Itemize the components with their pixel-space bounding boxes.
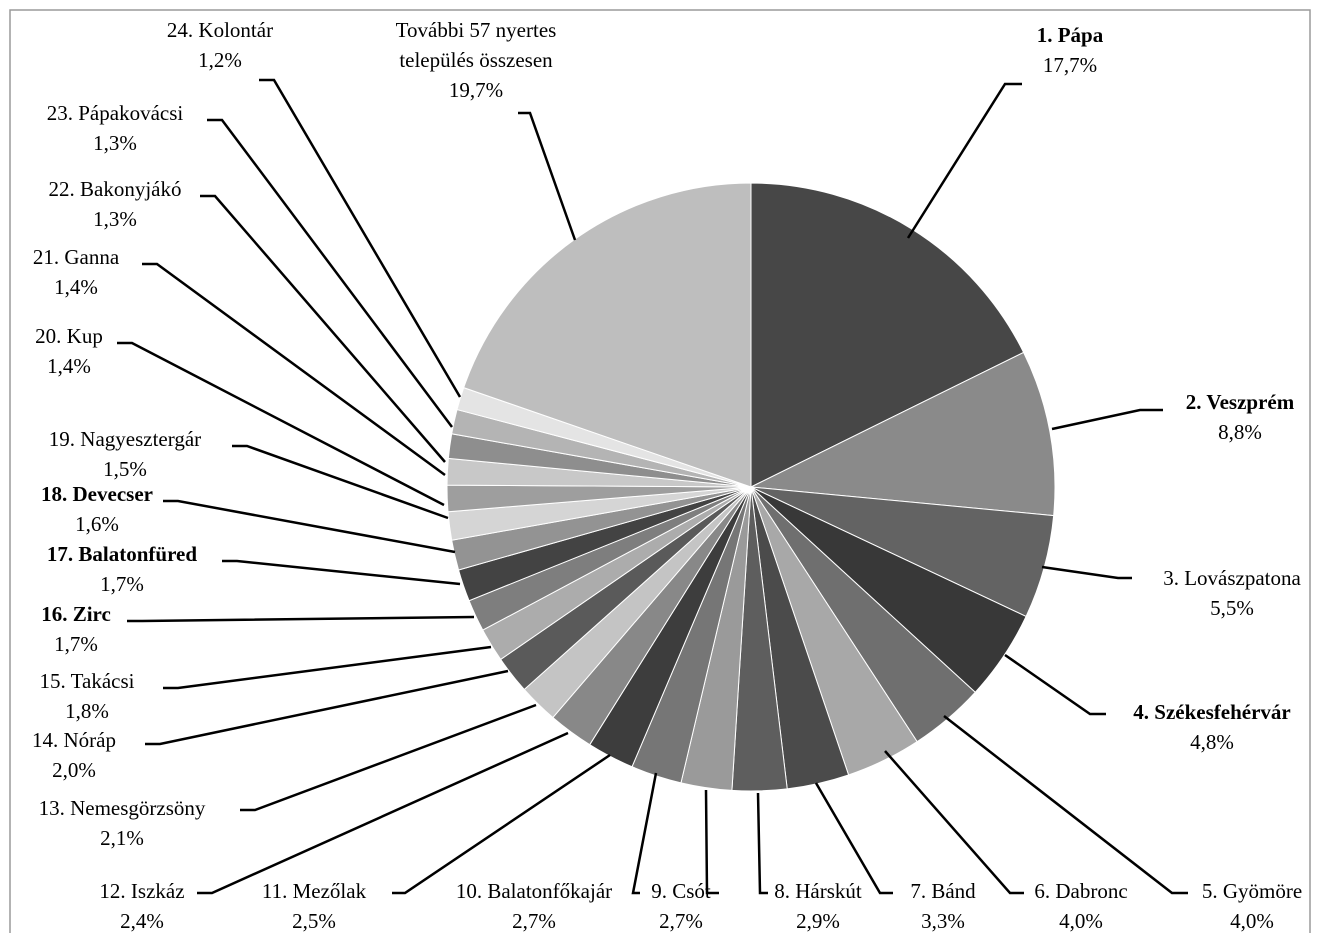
slice-label-7-band: 7. Bánd 3,3% — [910, 879, 976, 933]
slice-value-3-lovaszpatona: 5,5% — [1210, 596, 1254, 620]
slice-label-1-papa: 1. Pápa 17,7% — [1037, 23, 1104, 77]
slice-label-15-takacsi: 15. Takácsi 1,8% — [40, 669, 135, 723]
slice-label-17-balatonfured: 17. Balatonfüred 1,7% — [47, 542, 197, 596]
slice-value-13-nemesgorzsony: 2,1% — [100, 826, 144, 850]
slice-value-6-dabronc: 4,0% — [1059, 909, 1103, 933]
slice-value-23-papakovacsi: 1,3% — [93, 131, 137, 155]
slice-value-15-takacsi: 1,8% — [65, 699, 109, 723]
slice-value-4-szekesfehervar: 4,8% — [1190, 730, 1234, 754]
leader-line-24-kolontar — [259, 78, 462, 398]
leader-line-21-ganna — [142, 262, 446, 477]
leader-line-6-dabronc — [884, 750, 1024, 895]
leader-line-18-devecser — [163, 499, 456, 554]
slice-value-19-nagyesztergar: 1,5% — [103, 457, 147, 481]
leader-line-20-kup — [117, 341, 445, 507]
slice-value-10-balatonfokajar: 2,7% — [512, 909, 556, 933]
slice-value-8-harskut: 2,9% — [796, 909, 840, 933]
leader-line-16-zirc — [127, 615, 475, 623]
slice-label-16-zirc: 16. Zirc 1,7% — [41, 602, 111, 656]
slice-value-22-bakonyjako: 1,3% — [93, 207, 137, 231]
slice-value-21-ganna: 1,4% — [54, 275, 98, 299]
slice-label-8-harskut: 8. Hárskút 2,9% — [774, 879, 862, 933]
leader-line-7-band — [814, 782, 893, 895]
leader-line-8-harskut — [756, 792, 768, 895]
pie-slice-1-papa — [750, 182, 1025, 488]
leader-line-9-csot — [631, 772, 658, 895]
slice-label-6-dabronc: 6. Dabronc 4,0% — [1034, 879, 1127, 933]
pie-slices — [446, 182, 1056, 792]
slice-label-12-iszkaz: 12. Iszkáz 2,4% — [99, 879, 184, 933]
leader-line-11-mezolak — [392, 753, 611, 895]
leader-line-22-bakonyjako — [200, 194, 446, 463]
slice-value-16-zirc: 1,7% — [54, 632, 98, 656]
slice-label-5-gyomore: 5. Gyömöre 4,0% — [1202, 879, 1302, 933]
leader-line-5-gyomore — [943, 715, 1188, 895]
slice-labels: 1. Pápa 17,7% 2. Veszprém 8,8% 3. Lovászpato… — [32, 18, 1302, 933]
leader-line-3-lovaszpatona — [1041, 565, 1132, 580]
pie-slice-2-veszprem — [749, 351, 1056, 517]
leader-line-17-balatonfured — [222, 559, 461, 586]
slice-label-21-ganna: 21. Ganna 1,4% — [33, 245, 120, 299]
slice-label-10-balatonfokajar: 10. Balatonfőkajár 2,7% — [456, 879, 612, 933]
leader-line-19-nagyesztergar — [232, 444, 449, 520]
slice-label-20-kup: 20. Kup 1,4% — [35, 324, 103, 378]
slice-value-20-kup: 1,4% — [47, 354, 91, 378]
slice-label-11-mezolak: 11. Mezőlak 2,5% — [262, 879, 367, 933]
slice-value-7-band: 3,3% — [921, 909, 965, 933]
slice-value-tovabbi-57-nyertes-telepules-osszesen: 19,7% — [449, 78, 503, 102]
slice-label-24-kolontar: 24. Kolontár 1,2% — [167, 18, 273, 72]
leader-line-4-szekesfehervar — [1004, 653, 1106, 716]
slice-value-2-veszprem: 8,8% — [1218, 420, 1262, 444]
slice-label-14-norap: 14. Nóráp 2,0% — [32, 728, 116, 782]
leader-line-15-takacsi — [163, 645, 492, 690]
leader-lines — [117, 78, 1188, 895]
leader-line-12-iszkaz — [197, 731, 569, 895]
leader-line-23-papakovacsi — [207, 118, 454, 428]
leader-line-tovabbi-57-nyertes-telepules-osszesen — [518, 111, 577, 241]
slice-label-9-csot: 9. Csót 2,7% — [651, 879, 711, 933]
slice-value-17-balatonfured: 1,7% — [100, 572, 144, 596]
slice-label-23-papakovacsi: 23. Pápakovácsi 1,3% — [47, 101, 184, 155]
slice-value-11-mezolak: 2,5% — [292, 909, 336, 933]
slice-label-18-devecser: 18. Devecser 1,6% — [41, 482, 153, 536]
slice-label-22-bakonyjako: 22. Bakonyjákó 1,3% — [49, 177, 182, 231]
slice-label-3-lovaszpatona: 3. Lovászpatona 5,5% — [1163, 566, 1301, 620]
leader-line-10-balatonfokajar — [704, 789, 719, 895]
slice-label-4-szekesfehervar: 4. Székesfehérvár 4,8% — [1133, 700, 1290, 754]
slice-value-9-csot: 2,7% — [659, 909, 703, 933]
slice-value-5-gyomore: 4,0% — [1230, 909, 1274, 933]
slice-value-1-papa: 17,7% — [1043, 53, 1097, 77]
leader-line-13-nemesgorzsony — [240, 703, 537, 812]
slice-label-2-veszprem: 2. Veszprém 8,8% — [1186, 390, 1295, 444]
slice-value-24-kolontar: 1,2% — [198, 48, 242, 72]
slice-value-18-devecser: 1,6% — [75, 512, 119, 536]
slice-label-13-nemesgorzsony: 13. Nemesgörzsöny 2,1% — [39, 796, 206, 850]
slice-label-tovabbi-57-nyertes-telepules-osszesen: További 57 nyertes település összesen 19,7… — [396, 18, 557, 102]
slice-label-19-nagyesztergar: 19. Nagyesztergár 1,5% — [49, 427, 201, 481]
slice-value-14-norap: 2,0% — [52, 758, 96, 782]
slice-value-12-iszkaz: 2,4% — [120, 909, 164, 933]
leader-line-14-norap — [145, 669, 509, 746]
leader-line-1-papa — [906, 82, 1022, 239]
leader-line-2-veszprem — [1051, 408, 1163, 431]
